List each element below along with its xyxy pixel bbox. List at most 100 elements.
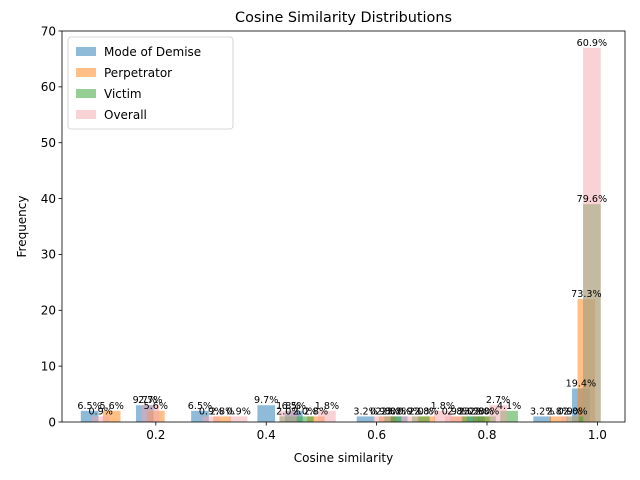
- plot-frame: [61, 30, 626, 423]
- bar-labels-layer: 6.5% 9.7% 6.5% 9.7% 6.5% 3.2% 3.2% 3.2% 3.2% 19.4…: [77, 38, 607, 418]
- bar: [191, 410, 209, 422]
- legend: Mode of Demise Perpetrator Victim Overall: [67, 36, 234, 130]
- bar-value-label: 5.6%: [99, 401, 123, 412]
- bar-value-label: 1.8%: [276, 401, 300, 412]
- bar-value-label: 0.9%: [199, 406, 223, 417]
- bar-value-label: 2.0%: [381, 406, 405, 417]
- bar-value-label: 2.0%: [563, 406, 587, 417]
- bar-value-label: 3.2%: [530, 406, 554, 417]
- x-axis-ticks: 0.2 0.4 0.6 0.8 1.0: [146, 422, 607, 442]
- bar-value-label: 0.9%: [88, 406, 112, 417]
- bar-value-label: 2.7%: [138, 395, 162, 406]
- x-tick-label: 0.8: [477, 428, 496, 442]
- bar-value-label: 60.9%: [577, 38, 607, 49]
- bar-value-label: 5.6%: [144, 401, 168, 412]
- bar-value-label: 3.2%: [353, 406, 377, 417]
- bar-value-label: 4.1%: [497, 401, 521, 412]
- y-tick-label: 50: [41, 136, 56, 150]
- bar-value-label: 3.2%: [387, 406, 411, 417]
- legend-label: Victim: [104, 87, 142, 101]
- x-tick-label: 0.4: [257, 428, 276, 442]
- bar-value-label: 19.4%: [566, 378, 596, 389]
- bar-value-label: 1.8%: [315, 401, 339, 412]
- legend-box: [67, 36, 234, 130]
- y-axis-ticks: 0 10 20 30 40 50 60 70: [41, 24, 62, 429]
- bar: [296, 416, 314, 422]
- bar-value-label: 2.0%: [276, 406, 300, 417]
- bar-value-label: 6.5%: [282, 401, 306, 412]
- bar: [213, 416, 231, 422]
- legend-swatch: [76, 110, 96, 119]
- bar: [356, 416, 375, 422]
- bar: [318, 410, 336, 422]
- bar: [257, 405, 276, 422]
- x-tick-label: 0.6: [367, 428, 386, 442]
- y-tick-label: 30: [41, 248, 56, 262]
- bar-value-label: 2.0%: [475, 406, 499, 417]
- bar: [400, 416, 419, 422]
- bar: [560, 416, 579, 422]
- bar: [478, 416, 496, 422]
- bar-value-label: 2.8%: [375, 406, 399, 417]
- bar: [500, 410, 518, 422]
- legend-label: Overall: [104, 108, 147, 122]
- x-tick-label: 1.0: [588, 428, 607, 442]
- bar: [583, 47, 601, 422]
- bar-value-label: 2.0%: [409, 406, 433, 417]
- legend-label: Perpetrator: [104, 66, 172, 80]
- y-tick-label: 10: [41, 359, 56, 373]
- x-tick-label: 0.2: [146, 428, 165, 442]
- bar-value-label: 2.8%: [304, 406, 328, 417]
- legend-label: Mode of Demise: [104, 45, 201, 59]
- y-tick-label: 70: [41, 24, 56, 38]
- bar: [384, 416, 403, 422]
- bar: [229, 416, 248, 422]
- y-tick-label: 0: [48, 415, 56, 429]
- bar-value-label: 0.9%: [370, 406, 394, 417]
- bar: [434, 410, 452, 422]
- bar-value-label: 0.9%: [442, 406, 466, 417]
- bar-value-label: 0.9%: [226, 406, 250, 417]
- y-tick-label: 60: [41, 80, 56, 94]
- bar: [307, 416, 325, 422]
- bar-value-label: 2.8%: [547, 406, 571, 417]
- bar: [461, 416, 480, 422]
- bar-value-label: 73.3%: [571, 289, 601, 300]
- bar-value-label: 6.5%: [77, 401, 101, 412]
- bar: [91, 416, 110, 422]
- bar-value-label: 9.7%: [133, 395, 157, 406]
- bar-value-label: 9.7%: [254, 395, 278, 406]
- bar-value-label: 3.2%: [464, 406, 488, 417]
- bar: [489, 405, 507, 422]
- bar-value-label: 2.0%: [293, 406, 317, 417]
- bar: [533, 416, 552, 422]
- bar: [80, 410, 99, 422]
- y-tick-label: 20: [41, 304, 56, 318]
- y-tick-label: 40: [41, 192, 56, 206]
- bar-value-label: 0.9%: [558, 406, 582, 417]
- chart-title: Cosine Similarity Distributions: [235, 10, 452, 26]
- x-axis-label: Cosine similarity: [294, 451, 393, 465]
- bar: [411, 416, 430, 422]
- bar: [279, 410, 298, 422]
- bar-value-label: 6.5%: [188, 401, 212, 412]
- legend-swatch: [76, 47, 96, 56]
- bar: [141, 405, 160, 422]
- bar: [373, 416, 391, 422]
- legend-swatch: [76, 89, 96, 98]
- bar-value-label: 79.6%: [577, 194, 607, 205]
- bar-value-label: 2.8%: [469, 406, 493, 417]
- legend-swatch: [76, 68, 96, 77]
- bar: [102, 410, 121, 422]
- bar-value-label: 2.8%: [447, 406, 471, 417]
- y-axis-label: Frequency: [15, 196, 29, 258]
- bars-layer: [80, 47, 601, 422]
- bar-value-label: 2.8%: [414, 406, 438, 417]
- bar-value-label: 2.7%: [486, 395, 510, 406]
- bar-value-label: 2.0%: [458, 406, 482, 417]
- bar-value-label: 2.8%: [210, 406, 234, 417]
- bar: [445, 416, 463, 422]
- bar: [549, 416, 568, 422]
- bar-value-label: 0.9%: [398, 406, 422, 417]
